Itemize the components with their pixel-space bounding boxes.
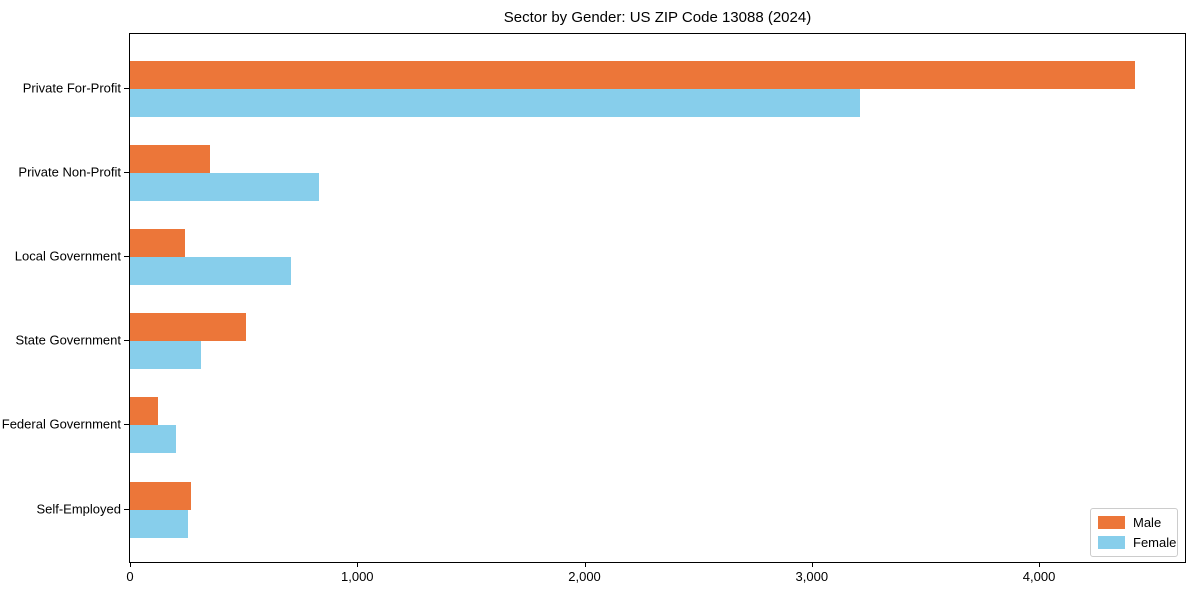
x-tick-2000 [584, 563, 586, 567]
x-tick-1000 [357, 563, 359, 567]
legend-label-female: Female [1133, 535, 1177, 551]
legend-swatch-male [1098, 515, 1125, 529]
bar-female-federal-government [130, 425, 176, 454]
x-label-4000: 4,000 [1022, 569, 1056, 584]
y-tick-local-government [124, 255, 129, 257]
y-label-private-for-profit: Private For-Profit [22, 80, 121, 95]
x-label-2000: 2,000 [568, 569, 601, 584]
bar-female-self-employed [130, 509, 189, 538]
chart-title: Sector by Gender: US ZIP Code 13088 (202… [503, 9, 812, 26]
legend-label-male: Male [1133, 514, 1162, 530]
bar-male-local-government [130, 228, 185, 257]
bar-male-state-government [130, 313, 247, 342]
y-tick-federal-government [124, 424, 129, 426]
bar-female-private-non-profit [130, 172, 319, 201]
y-tick-private-for-profit [124, 87, 129, 89]
x-tick-0 [130, 563, 131, 567]
bar-female-local-government [130, 256, 291, 285]
legend-item-male: Male [1098, 515, 1177, 530]
y-label-local-government: Local Government [14, 248, 121, 264]
x-tick-4000 [1039, 563, 1041, 567]
legend: Male Female [1090, 508, 1178, 557]
bar-female-private-for-profit [130, 88, 860, 117]
x-label-0: 0 [126, 569, 134, 584]
y-label-private-non-profit: Private Non-Profit [18, 164, 121, 180]
y-label-state-government: State Government [15, 332, 122, 348]
y-tick-state-government [124, 340, 129, 342]
bar-male-private-non-profit [130, 144, 210, 173]
plot-area [129, 33, 1186, 563]
bar-female-state-government [130, 341, 201, 370]
legend-item-female: Female [1098, 535, 1177, 550]
bar-male-self-employed [130, 481, 192, 510]
legend-swatch-female [1098, 536, 1125, 550]
y-label-self-employed: Self-Employed [36, 501, 121, 516]
y-tick-private-non-profit [124, 171, 129, 173]
y-tick-self-employed [124, 508, 129, 510]
bar-male-federal-government [130, 397, 158, 426]
x-label-3000: 3,000 [795, 569, 829, 584]
bar-male-private-for-profit [130, 60, 1135, 89]
y-label-federal-government: Federal Government [1, 416, 121, 432]
x-label-1000: 1,000 [340, 569, 374, 584]
x-tick-3000 [811, 563, 813, 567]
